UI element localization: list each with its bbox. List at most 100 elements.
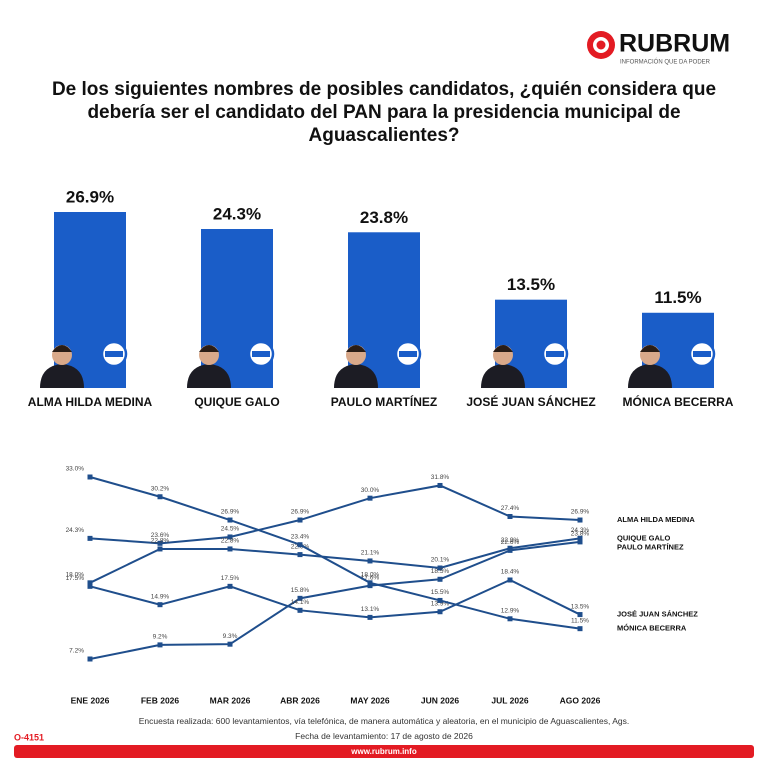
series-line: [89, 476, 581, 630]
point-value-label: 14.9%: [151, 593, 170, 600]
series-line: [89, 537, 581, 584]
data-point: [297, 542, 303, 548]
data-point: [367, 580, 373, 586]
data-point: [507, 577, 513, 583]
portrait: [187, 364, 231, 388]
point-value-label: 22.8%: [221, 538, 240, 545]
x-tick-label: MAR 2026: [210, 695, 251, 705]
point-value-label: 18.4%: [501, 569, 520, 576]
data-point: [227, 641, 233, 647]
point-value-label: 18.5%: [431, 568, 450, 575]
point-value-label: 26.9%: [291, 509, 310, 516]
survey-date: Fecha de levantamiento: 17 de agosto de …: [295, 731, 473, 741]
point-value-label: 26.9%: [221, 509, 240, 516]
data-point: [227, 546, 233, 552]
data-point: [367, 495, 373, 501]
point-value-label: 17.5%: [66, 575, 85, 582]
series-name: QUIQUE GALO: [617, 533, 671, 542]
point-value-label: 21.1%: [361, 550, 380, 557]
x-tick-label: FEB 2026: [141, 695, 180, 705]
data-point: [367, 614, 373, 620]
portrait: [52, 345, 72, 352]
point-value-label: 18.0%: [361, 572, 380, 579]
party-badge: [546, 351, 564, 357]
bar-value-label: 23.8%: [360, 208, 408, 227]
x-tick-label: JUL 2026: [491, 695, 528, 705]
portrait: [346, 345, 366, 352]
data-point: [87, 535, 93, 541]
party-badge: [693, 351, 711, 357]
point-value-label: 22.8%: [151, 538, 170, 545]
data-point: [87, 583, 93, 589]
data-point: [297, 595, 303, 601]
point-value-label: 11.5%: [571, 617, 589, 624]
data-point: [297, 517, 303, 523]
data-point: [367, 583, 373, 589]
x-tick-label: AGO 2026: [560, 695, 601, 705]
portrait: [493, 345, 513, 352]
code: O-4151: [14, 732, 44, 742]
point-value-label: 33.0%: [66, 466, 85, 473]
point-value-label: 20.1%: [431, 557, 450, 564]
series-line: [89, 540, 581, 660]
category-label: JOSÉ JUAN SÁNCHEZ: [466, 395, 596, 409]
point-value-label: 24.3%: [571, 527, 590, 534]
point-value-label: 13.9%: [431, 600, 450, 607]
data-point: [437, 609, 443, 615]
data-point: [227, 534, 233, 540]
point-value-label: 14.1%: [291, 599, 310, 606]
category-label: MÓNICA BECERRA: [622, 395, 734, 409]
data-point: [297, 607, 303, 613]
data-point: [577, 517, 583, 523]
x-tick-label: ABR 2026: [280, 695, 320, 705]
point-value-label: 24.3%: [66, 527, 85, 534]
party-badge: [105, 351, 123, 357]
chart-title: De los siguientes nombres de posibles ca…: [51, 79, 717, 146]
portrait: [40, 364, 84, 388]
tagline: INFORMACIÓN QUE DA PODER: [620, 59, 711, 66]
data-point: [157, 494, 163, 500]
x-tick-label: MAY 2026: [350, 695, 389, 705]
point-value-label: 24.5%: [221, 526, 240, 533]
logo: RUBRUM: [619, 30, 730, 58]
point-value-label: 30.2%: [151, 485, 170, 492]
series-name: MÓNICA BECERRA: [617, 624, 687, 633]
point-value-label: 9.2%: [153, 634, 168, 641]
point-value-label: 7.2%: [69, 648, 84, 655]
data-point: [437, 597, 443, 603]
category-label: QUIQUE GALO: [194, 395, 280, 409]
point-value-label: 13.1%: [361, 606, 380, 613]
point-value-label: 27.4%: [501, 505, 520, 512]
data-point: [367, 558, 373, 564]
series-name: PAULO MARTÍNEZ: [617, 542, 684, 551]
footer-bar: [14, 745, 754, 758]
bar-value-label: 13.5%: [507, 275, 555, 294]
data-point: [437, 565, 443, 571]
url: www.rubrum.info: [350, 747, 417, 756]
data-point: [577, 535, 583, 541]
point-value-label: 17.6%: [361, 574, 380, 581]
portrait: [334, 364, 378, 388]
series-name: ALMA HILDA MEDINA: [617, 515, 695, 524]
bar-value-label: 26.9%: [66, 187, 114, 206]
series-name: JOSÉ JUAN SÁNCHEZ: [617, 610, 698, 619]
data-point: [507, 547, 513, 553]
point-value-label: 22.9%: [501, 537, 520, 544]
data-point: [507, 514, 513, 520]
data-point: [227, 583, 233, 589]
point-value-label: 22.6%: [501, 539, 520, 546]
category-label: ALMA HILDA MEDINA: [27, 395, 153, 409]
data-point: [157, 540, 163, 546]
data-point: [577, 612, 583, 618]
x-tick-label: ENE 2026: [71, 695, 110, 705]
bar-value-label: 11.5%: [654, 288, 701, 307]
point-value-label: 30.0%: [361, 487, 380, 494]
data-point: [297, 552, 303, 558]
footnote: Encuesta realizada: 600 levantamientos, …: [138, 716, 630, 726]
portrait: [199, 345, 219, 352]
point-value-label: 31.8%: [431, 474, 450, 481]
point-value-label: 23.4%: [291, 533, 310, 540]
data-point: [437, 576, 443, 582]
series-line: [89, 578, 581, 619]
